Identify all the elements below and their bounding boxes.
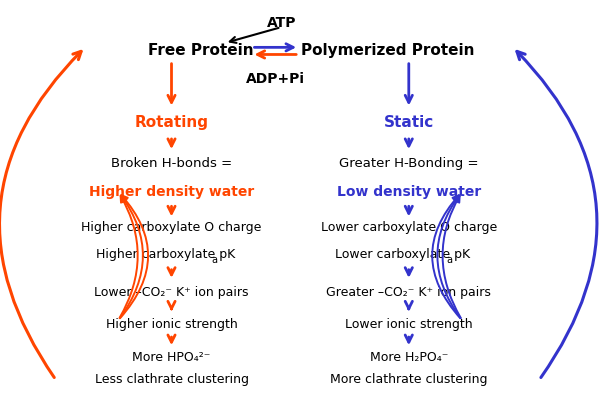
Text: Broken H-bonds =: Broken H-bonds =: [111, 157, 232, 170]
Text: Higher density water: Higher density water: [89, 185, 254, 199]
Text: More H₂PO₄⁻: More H₂PO₄⁻: [370, 352, 448, 365]
Text: Low density water: Low density water: [337, 185, 481, 199]
Text: Less clathrate clustering: Less clathrate clustering: [95, 373, 248, 386]
Text: Polymerized Protein: Polymerized Protein: [301, 43, 475, 58]
Text: Greater H-Bonding =: Greater H-Bonding =: [339, 157, 479, 170]
Text: More HPO₄²⁻: More HPO₄²⁻: [133, 352, 211, 365]
Text: Rotating: Rotating: [134, 115, 209, 130]
Text: a: a: [212, 255, 218, 265]
Text: ATP: ATP: [266, 16, 296, 30]
Text: Higher carboxylate O charge: Higher carboxylate O charge: [82, 221, 262, 234]
Text: Greater –CO₂⁻ K⁺ ion pairs: Greater –CO₂⁻ K⁺ ion pairs: [326, 286, 491, 299]
Text: Free Protein: Free Protein: [148, 43, 254, 58]
Text: Higher ionic strength: Higher ionic strength: [106, 318, 238, 331]
Text: Lower –CO₂⁻ K⁺ ion pairs: Lower –CO₂⁻ K⁺ ion pairs: [94, 286, 249, 299]
Text: Static: Static: [383, 115, 434, 130]
Text: Lower carboxylate pK: Lower carboxylate pK: [335, 249, 470, 261]
Text: ADP+Pi: ADP+Pi: [246, 72, 305, 86]
Text: More clathrate clustering: More clathrate clustering: [330, 373, 488, 386]
Text: a: a: [446, 255, 452, 265]
Text: Lower carboxylate O charge: Lower carboxylate O charge: [320, 221, 497, 234]
Text: Lower ionic strength: Lower ionic strength: [345, 318, 473, 331]
Text: Higher carboxylate pK: Higher carboxylate pK: [96, 249, 235, 261]
